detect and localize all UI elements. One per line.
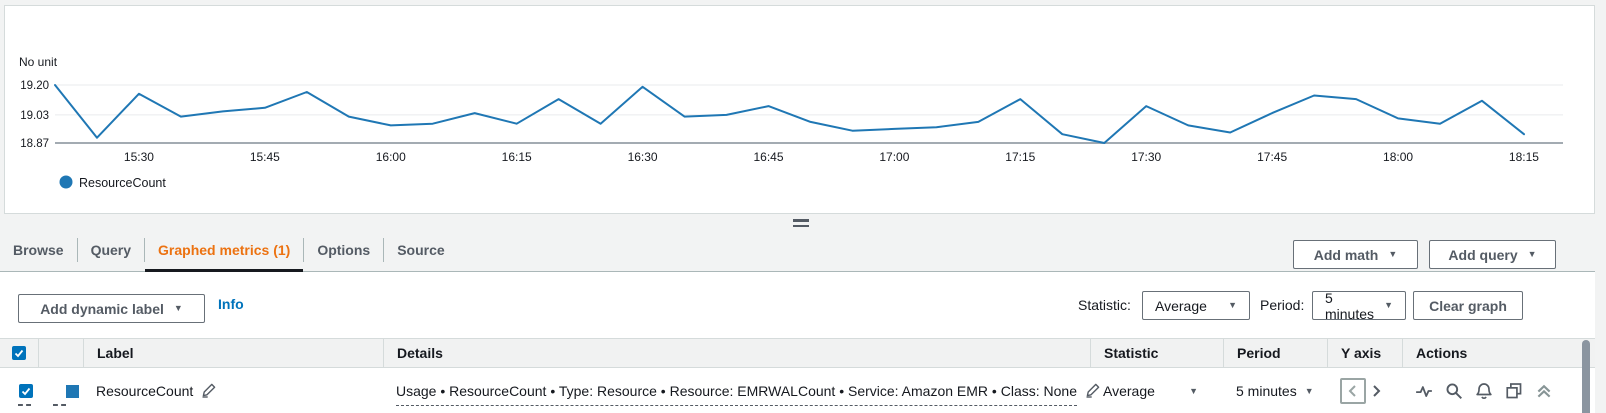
details-header: Details: [383, 339, 1090, 367]
yaxis-right-button[interactable]: [1370, 384, 1382, 398]
row-statistic-cell[interactable]: Average ▼: [1090, 383, 1223, 399]
row-statistic-value: Average: [1103, 383, 1155, 399]
tab-graphed-metrics[interactable]: Graphed metrics (1): [145, 228, 304, 272]
svg-text:18:00: 18:00: [1383, 150, 1413, 164]
add-math-label: Add math: [1313, 246, 1379, 263]
chevron-left-icon: [1348, 385, 1356, 397]
row-label-cell: ResourceCount: [83, 382, 383, 401]
statistic-header: Statistic: [1090, 339, 1223, 367]
select-all-header-cell: [0, 339, 38, 367]
add-dynamic-label-text: Add dynamic label: [40, 300, 164, 317]
period-header: Period: [1223, 339, 1327, 367]
add-query-label: Add query: [1448, 246, 1518, 263]
row-color-cell: [38, 384, 83, 398]
dynamic-label-pulse-icon[interactable]: [1415, 382, 1433, 400]
svg-text:15:30: 15:30: [124, 150, 154, 164]
search-icon[interactable]: [1445, 382, 1463, 400]
metric-color-swatch[interactable]: [66, 384, 79, 398]
add-math-button[interactable]: Add math ▼: [1293, 240, 1418, 269]
svg-text:17:45: 17:45: [1257, 150, 1287, 164]
row-yaxis-cell: [1327, 378, 1402, 404]
graphed-metrics-table: Label Details Statistic Period Y axis Ac…: [0, 338, 1595, 413]
metric-label: ResourceCount: [96, 383, 194, 399]
statistic-label: Statistic:: [1078, 297, 1131, 313]
caret-down-icon: ▼: [173, 303, 183, 313]
tab-options[interactable]: Options: [317, 241, 371, 258]
svg-text:16:45: 16:45: [753, 150, 783, 164]
add-query-button[interactable]: Add query ▼: [1429, 240, 1556, 269]
caret-down-icon: ▼: [1228, 300, 1237, 310]
check-icon: [21, 387, 30, 396]
period-value: 5 minutes: [1325, 289, 1375, 322]
graphed-metrics-toolbar: Add dynamic label ▼ Info Statistic: Aver…: [0, 272, 1595, 338]
row-checkbox[interactable]: [18, 384, 33, 398]
duplicate-icon[interactable]: [1505, 382, 1523, 400]
swatch-dashed-underline: [53, 404, 66, 406]
check-icon: [14, 349, 24, 358]
row-period-value: 5 minutes: [1236, 383, 1297, 399]
svg-text:17:15: 17:15: [1005, 150, 1035, 164]
svg-text:19.03: 19.03: [20, 110, 49, 122]
svg-text:17:30: 17:30: [1131, 150, 1161, 164]
clear-graph-button[interactable]: Clear graph: [1413, 291, 1523, 320]
collapse-up-icon[interactable]: [1535, 382, 1553, 400]
edit-label-pencil-icon[interactable]: [201, 382, 217, 401]
svg-text:16:30: 16:30: [628, 150, 658, 164]
period-label: Period:: [1260, 297, 1305, 313]
actions-header: Actions: [1402, 339, 1575, 367]
row-details-cell: Usage • ResourceCount • Type: Resource •…: [383, 377, 1100, 406]
tab-divider: [144, 237, 146, 262]
timeseries-chart[interactable]: No unit 19.20 19.03 18.87 15:30 15:45 16:00 16:…: [5, 6, 1594, 213]
metric-row: ResourceCount Usage • ResourceCount • Ty…: [0, 368, 1595, 413]
tabs-strip: Browse Query Graphed metrics (1) Options…: [0, 215, 1595, 272]
table-header: Label Details Statistic Period Y axis Ac…: [0, 338, 1595, 368]
row-actions-cell: [1402, 382, 1575, 400]
checkbox-dashed-underline: [18, 404, 31, 406]
label-header: Label: [83, 339, 383, 367]
chevron-right-icon: [1373, 385, 1381, 397]
panel-resize-handle-icon[interactable]: [793, 219, 809, 230]
caret-down-icon: ▼: [1384, 300, 1393, 310]
tab-divider: [76, 237, 78, 262]
svg-text:15:45: 15:45: [250, 150, 280, 164]
caret-down-icon: ▼: [1527, 249, 1537, 259]
period-select[interactable]: 5 minutes ▼: [1312, 289, 1406, 322]
tab-divider: [303, 237, 305, 262]
svg-text:16:00: 16:00: [376, 150, 406, 164]
metric-details[interactable]: Usage • ResourceCount • Type: Resource •…: [396, 383, 1077, 406]
yaxis-header: Y axis: [1327, 339, 1402, 367]
row-period-cell[interactable]: 5 minutes ▼: [1223, 383, 1327, 399]
color-header-cell: [38, 339, 83, 367]
svg-text:No unit: No unit: [19, 55, 58, 69]
caret-down-icon: ▼: [1189, 385, 1198, 396]
yaxis-left-button[interactable]: [1340, 378, 1366, 404]
info-link[interactable]: Info: [218, 296, 244, 312]
caret-down-icon: ▼: [1388, 249, 1398, 259]
tab-bar: Browse Query Graphed metrics (1) Options…: [0, 228, 458, 272]
tab-browse[interactable]: Browse: [13, 241, 64, 258]
svg-text:16:15: 16:15: [502, 150, 532, 164]
svg-text:19.20: 19.20: [20, 80, 49, 92]
tab-query[interactable]: Query: [90, 241, 132, 258]
statistic-value: Average: [1155, 297, 1207, 314]
vertical-scrollbar[interactable]: [1582, 340, 1590, 413]
caret-down-icon: ▼: [1304, 385, 1314, 396]
svg-text:ResourceCount: ResourceCount: [79, 176, 166, 190]
alarm-bell-icon[interactable]: [1475, 382, 1493, 400]
svg-text:17:00: 17:00: [879, 150, 909, 164]
svg-text:18.87: 18.87: [20, 138, 49, 150]
tab-divider: [383, 237, 385, 262]
statistic-select[interactable]: Average ▼: [1142, 291, 1250, 320]
add-dynamic-label-button[interactable]: Add dynamic label ▼: [18, 294, 205, 323]
select-all-checkbox[interactable]: [12, 346, 26, 360]
svg-text:18:15: 18:15: [1509, 150, 1539, 164]
metric-chart-panel: No unit 19.20 19.03 18.87 15:30 15:45 16:00 16:…: [4, 5, 1595, 214]
edit-details-pencil-icon[interactable]: [1085, 382, 1101, 401]
tab-source[interactable]: Source: [397, 241, 445, 258]
row-select-cell: [0, 384, 38, 398]
